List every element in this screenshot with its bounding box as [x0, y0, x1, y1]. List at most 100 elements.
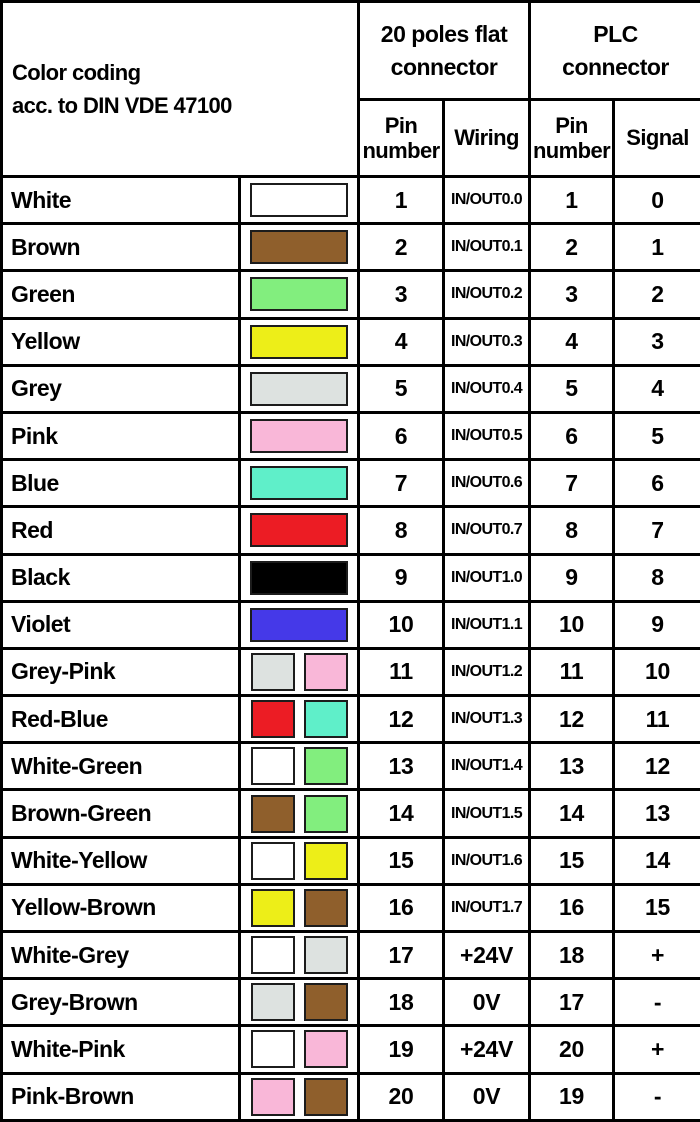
color-swatch-pair	[243, 841, 356, 880]
color-name-cell: Grey	[0, 363, 241, 414]
color-swatch	[303, 794, 348, 833]
header-group-row: Color coding acc. to DIN VDE 47100 20 po…	[0, 0, 700, 178]
color-swatch-cell	[237, 929, 361, 981]
color-swatch-pair	[243, 936, 356, 975]
signal-cell: -	[612, 977, 700, 1028]
signal-cell: 4	[612, 363, 700, 414]
color-swatch-cell	[237, 552, 361, 603]
wiring-cell: IN/OUT1.5	[442, 788, 532, 839]
plc-pin-number-cell: 4	[528, 316, 616, 367]
flat-pin-number-cell: 17	[357, 929, 446, 981]
plc-connector-header: PLC connector	[528, 0, 700, 101]
wiring-cell: IN/OUT0.5	[442, 410, 532, 462]
plc-pin-number-cell: 3	[528, 269, 616, 320]
flat-pin-number-cell: 5	[357, 363, 446, 414]
color-swatch	[250, 466, 348, 501]
table-row: Brown 2 IN/OUT0.1 2 1	[0, 222, 700, 273]
color-swatch-cell	[237, 694, 361, 745]
color-swatch-cell	[237, 788, 361, 839]
signal-cell: 14	[612, 835, 700, 886]
flat-pin-number-header: Pin number	[357, 98, 446, 178]
color-swatch	[250, 700, 295, 739]
table-row: Red 8 IN/OUT0.7 8 7	[0, 505, 700, 556]
wiring-cell: IN/OUT0.1	[442, 222, 532, 273]
flat-pin-number-cell: 16	[357, 882, 446, 934]
wiring-cell: IN/OUT0.4	[442, 363, 532, 414]
color-swatch-cell	[237, 458, 361, 509]
color-swatch-pair	[243, 794, 356, 833]
color-swatch-cell	[237, 505, 361, 556]
color-swatch-cell	[237, 599, 361, 650]
table-row: White-Green 13 IN/OUT1.4 13 12	[0, 741, 700, 792]
color-swatch	[250, 983, 295, 1022]
color-swatch-pair	[243, 652, 356, 691]
signal-cell: 13	[612, 788, 700, 839]
color-swatch	[250, 419, 348, 454]
color-name-cell: Red-Blue	[0, 694, 241, 745]
signal-cell: 5	[612, 410, 700, 462]
flat-pin-number-cell: 20	[357, 1071, 446, 1122]
color-swatch-cell	[237, 363, 361, 414]
color-swatch	[250, 277, 348, 312]
table-row: White-Yellow 15 IN/OUT1.6 15 14	[0, 835, 700, 886]
color-swatch-cell	[237, 1024, 361, 1075]
table-title-line2: acc. to DIN VDE 47100	[12, 93, 232, 118]
signal-cell: -	[612, 1071, 700, 1122]
flat-pin-number-cell: 9	[357, 552, 446, 603]
signal-cell: 9	[612, 599, 700, 650]
color-swatch	[250, 747, 295, 786]
plc-pin-number-cell: 12	[528, 694, 616, 745]
flat-pin-number-cell: 1	[357, 174, 446, 226]
color-swatch	[250, 936, 295, 975]
plc-pin-number-cell: 17	[528, 977, 616, 1028]
plc-pin-number-cell: 8	[528, 505, 616, 556]
plc-pin-number-cell: 11	[528, 646, 616, 698]
plc-pin-number-cell: 19	[528, 1071, 616, 1122]
flat-pin-number-cell: 3	[357, 269, 446, 320]
color-swatch	[250, 652, 295, 691]
color-swatch-pair	[243, 983, 356, 1022]
plc-pin-number-cell: 10	[528, 599, 616, 650]
color-name-cell: White	[0, 174, 241, 226]
color-swatch	[303, 936, 348, 975]
signal-cell: 1	[612, 222, 700, 273]
plc-pin-number-cell: 18	[528, 929, 616, 981]
wiring-cell: IN/OUT1.1	[442, 599, 532, 650]
color-swatch	[303, 1030, 348, 1069]
plc-pin-number-cell: 2	[528, 222, 616, 273]
flat-pin-number-cell: 18	[357, 977, 446, 1028]
header-sub-row: Pin number Wiring Pin number Signal	[2, 98, 700, 178]
table-row: Yellow-Brown 16 IN/OUT1.7 16 15	[0, 882, 700, 934]
color-name-cell: Black	[0, 552, 241, 603]
wiring-cell: IN/OUT1.0	[442, 552, 532, 603]
table-row: Yellow 4 IN/OUT0.3 4 3	[0, 316, 700, 367]
table-row: Grey 5 IN/OUT0.4 5 4	[0, 363, 700, 414]
flat-pin-number-cell: 2	[357, 222, 446, 273]
signal-cell: 11	[612, 694, 700, 745]
plc-pin-number-cell: 13	[528, 741, 616, 792]
plc-pin-number-cell: 5	[528, 363, 616, 414]
color-swatch	[250, 324, 348, 359]
signal-cell: 7	[612, 505, 700, 556]
wiring-cell: 0V	[442, 977, 532, 1028]
plc-pin-number-cell: 7	[528, 458, 616, 509]
color-swatch	[250, 607, 348, 642]
plc-pin-number-cell: 15	[528, 835, 616, 886]
table-body: White 1 IN/OUT0.0 1 0 Brown 2 IN/OUT0.1 2 1 Green 3…	[0, 174, 700, 1122]
flat-pin-number-cell: 7	[357, 458, 446, 509]
wiring-cell: IN/OUT1.4	[442, 741, 532, 792]
color-swatch	[250, 230, 348, 265]
table-row: Violet 10 IN/OUT1.1 10 9	[0, 599, 700, 650]
color-name-cell: White-Yellow	[0, 835, 241, 886]
color-swatch-cell	[237, 835, 361, 886]
table-row: White-Pink 19 +24V 20 +	[0, 1024, 700, 1075]
color-name-cell: Violet	[0, 599, 241, 650]
wiring-cell: IN/OUT0.3	[442, 316, 532, 367]
table-row: Pink-Brown 20 0V 19-	[0, 1071, 700, 1122]
flat-pin-number-cell: 8	[357, 505, 446, 556]
color-name-cell: White-Green	[0, 741, 241, 792]
signal-cell: 0	[612, 174, 700, 226]
wiring-cell: IN/OUT0.0	[442, 174, 532, 226]
wiring-cell: IN/OUT1.6	[442, 835, 532, 886]
